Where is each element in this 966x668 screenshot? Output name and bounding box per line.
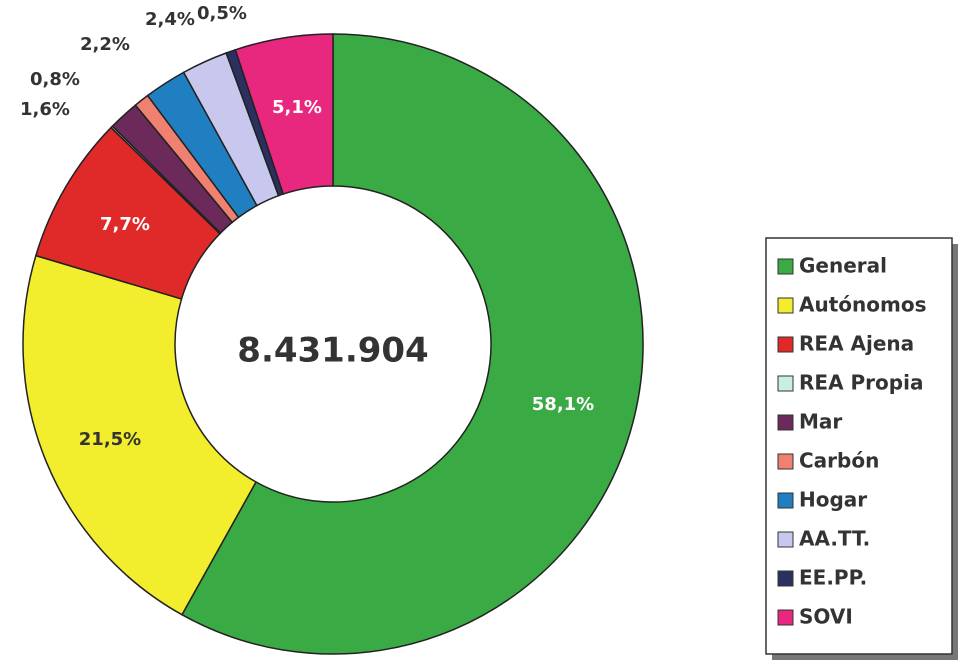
legend-swatch	[777, 531, 794, 548]
slice-label: 0,8%	[30, 69, 80, 90]
legend-label: Mar	[799, 410, 842, 434]
slice-label: 1,6%	[20, 99, 70, 120]
center-total: 8.431.904	[237, 331, 428, 371]
slice-label: 2,4%	[145, 9, 195, 30]
legend-swatch	[777, 297, 794, 314]
slice-label: 7,7%	[100, 214, 150, 235]
legend-label: REA Propia	[799, 371, 923, 395]
legend-swatch	[777, 453, 794, 470]
legend-swatch	[777, 375, 794, 392]
slice-label: 58,1%	[532, 394, 594, 415]
slice-label: 0,5%	[197, 3, 247, 24]
legend-label: AA.TT.	[799, 527, 870, 551]
legend-swatch	[777, 492, 794, 509]
legend-label: Autónomos	[799, 293, 926, 317]
legend-label: Hogar	[799, 488, 867, 512]
slice	[234, 33, 334, 195]
slice-label: 21,5%	[79, 429, 141, 450]
legend-swatch	[777, 258, 794, 275]
legend-swatch	[777, 609, 794, 626]
legend-label: Carbón	[799, 449, 879, 473]
slice-label: 5,1%	[272, 97, 322, 118]
slice-label: 2,2%	[80, 34, 130, 55]
slice	[180, 33, 644, 655]
legend-swatch	[777, 414, 794, 431]
legend-label: EE.PP.	[799, 566, 867, 590]
legend-box	[765, 237, 953, 655]
legend-swatch	[777, 570, 794, 587]
legend-label: SOVI	[799, 605, 853, 629]
legend-label: REA Ajena	[799, 332, 914, 356]
slice	[22, 254, 258, 616]
legend-swatch	[777, 336, 794, 353]
legend-label: General	[799, 254, 887, 278]
